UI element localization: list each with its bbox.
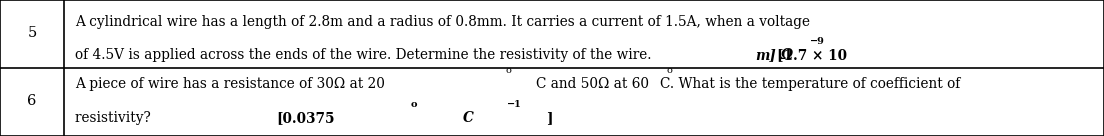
Text: o: o bbox=[506, 66, 512, 75]
Text: −9: −9 bbox=[810, 37, 825, 46]
Text: m]: m] bbox=[755, 48, 776, 62]
Text: of 4.5V is applied across the ends of the wire. Determine the resistivity of the: of 4.5V is applied across the ends of th… bbox=[75, 48, 656, 62]
Text: C. What is the temperature of coefficient of: C. What is the temperature of coefficien… bbox=[660, 77, 960, 91]
Text: A piece of wire has a resistance of 30Ω at 20: A piece of wire has a resistance of 30Ω … bbox=[75, 77, 384, 91]
Text: −1: −1 bbox=[508, 100, 522, 109]
Text: C: C bbox=[463, 111, 474, 125]
Text: A cylindrical wire has a length of 2.8m and a radius of 0.8mm. It carries a curr: A cylindrical wire has a length of 2.8m … bbox=[75, 16, 810, 29]
Text: o: o bbox=[411, 100, 417, 109]
Text: C and 50Ω at 60: C and 50Ω at 60 bbox=[535, 77, 649, 91]
Text: o: o bbox=[667, 66, 672, 75]
Text: 5: 5 bbox=[28, 26, 36, 40]
Text: [0.0375: [0.0375 bbox=[276, 111, 335, 125]
Text: resistivity?: resistivity? bbox=[75, 111, 155, 125]
Text: Ω: Ω bbox=[781, 48, 793, 62]
Text: ]: ] bbox=[546, 111, 552, 125]
Text: 6: 6 bbox=[28, 94, 36, 108]
Text: [1.7 × 10: [1.7 × 10 bbox=[777, 48, 847, 62]
